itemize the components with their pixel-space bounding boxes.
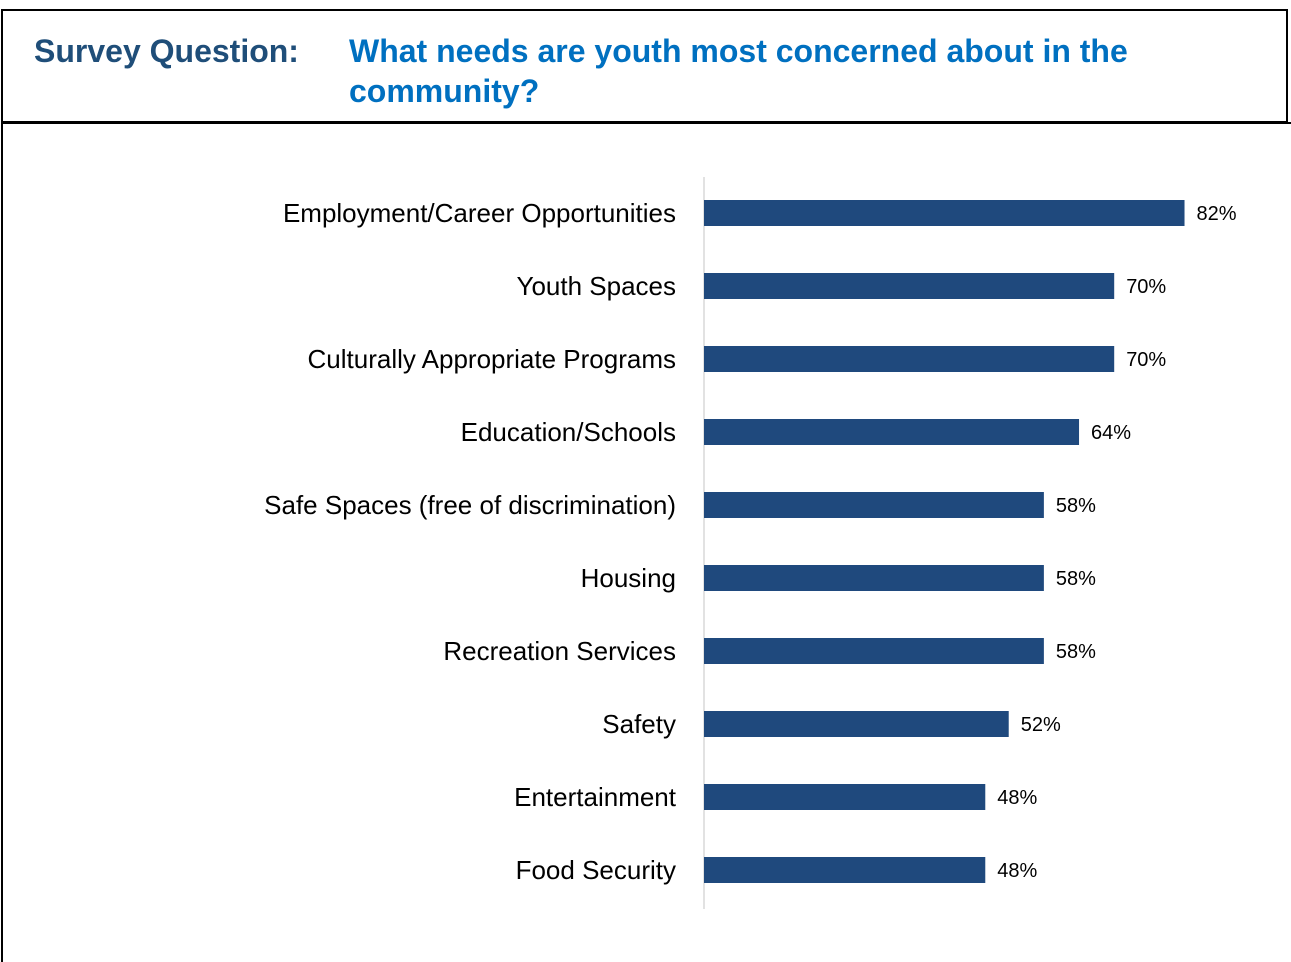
bar-value-label: 48%	[997, 787, 1037, 809]
bar	[704, 565, 1044, 591]
survey-question-prefix: Survey Question:	[34, 33, 299, 69]
bar	[704, 638, 1044, 664]
category-label: Entertainment	[514, 782, 677, 812]
category-label: Housing	[581, 563, 676, 593]
bar	[704, 492, 1044, 518]
bar-value-label: 64%	[1091, 422, 1131, 444]
bar	[704, 857, 986, 883]
bar-value-label: 58%	[1056, 495, 1096, 517]
category-label: Safety	[602, 709, 676, 739]
bar-value-label: 48%	[997, 860, 1037, 882]
survey-question-text: What needs are youth most concerned abou…	[349, 33, 1128, 109]
category-label: Recreation Services	[443, 636, 676, 666]
bar-value-label: 82%	[1197, 203, 1237, 225]
category-label: Culturally Appropriate Programs	[308, 344, 677, 374]
bar-value-label: 58%	[1056, 568, 1096, 590]
category-label: Safe Spaces (free of discrimination)	[264, 490, 676, 520]
category-label: Employment/Career Opportunities	[283, 198, 676, 228]
survey-header: Survey Question: What needs are youth mo…	[1, 9, 1288, 123]
bar	[704, 273, 1115, 299]
bar	[704, 711, 1009, 737]
bar	[704, 200, 1185, 226]
bar	[704, 784, 986, 810]
bar-value-label: 70%	[1126, 276, 1166, 298]
bar-value-label: 52%	[1021, 714, 1061, 736]
bar-value-label: 70%	[1126, 349, 1166, 371]
chart-frame	[1, 122, 1291, 962]
category-label: Education/Schools	[461, 417, 676, 447]
category-label: Food Security	[516, 855, 676, 885]
category-label: Youth Spaces	[516, 271, 676, 301]
bar	[704, 419, 1080, 445]
bar	[704, 346, 1115, 372]
bar-value-label: 58%	[1056, 641, 1096, 663]
